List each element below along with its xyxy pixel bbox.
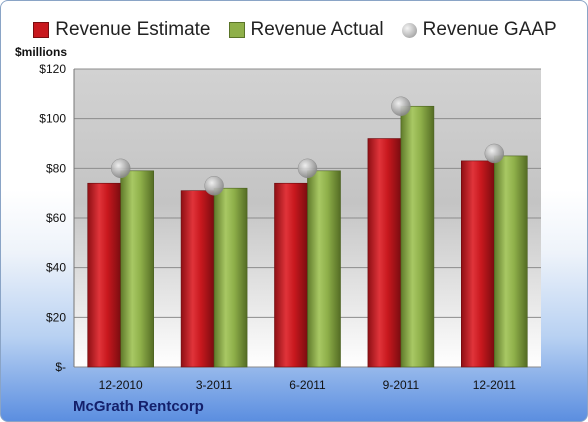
bar-revenue-actual <box>213 187 248 368</box>
bar-revenue-estimate <box>367 138 402 368</box>
point-revenue-gaap <box>484 143 505 164</box>
bar-revenue-estimate <box>180 190 215 368</box>
legend-item-actual: Revenue Actual <box>228 19 384 41</box>
bar-revenue-estimate <box>87 182 121 368</box>
x-tick-label: 12-2011 <box>473 378 516 392</box>
y-unit-label: $millions <box>15 45 68 59</box>
bar-revenue-estimate <box>274 182 308 368</box>
bar-revenue-actual <box>120 170 154 368</box>
y-tick-label: $40 <box>46 261 66 275</box>
x-tick-label: 12-2010 <box>99 378 143 392</box>
bars <box>87 105 528 368</box>
legend-label-actual: Revenue Actual <box>250 19 384 40</box>
legend-swatch-gaap <box>401 22 417 38</box>
y-tick-label: $- <box>55 360 66 374</box>
bar-revenue-estimate <box>460 160 495 368</box>
point-revenue-gaap <box>204 175 224 196</box>
bar-revenue-actual <box>307 170 341 368</box>
x-tick-label: 6-2011 <box>289 378 326 392</box>
y-tick-label: $20 <box>46 310 66 324</box>
x-tick-label: 3-2011 <box>196 378 233 392</box>
company-label: McGrath Rentcorp <box>73 398 204 415</box>
legend: Revenue Estimate Revenue Actual Revenue … <box>1 15 587 45</box>
legend-item-estimate: Revenue Estimate <box>33 19 211 41</box>
gaap-points <box>110 96 505 196</box>
bar-revenue-actual <box>493 155 528 368</box>
legend-swatch-estimate <box>33 22 50 38</box>
y-tick-label: $60 <box>46 211 66 225</box>
point-revenue-gaap <box>391 96 411 116</box>
point-revenue-gaap <box>110 158 131 179</box>
legend-item-gaap: Revenue GAAP <box>401 19 557 41</box>
y-tick-label: $120 <box>39 62 66 76</box>
legend-label-gaap: Revenue GAAP <box>422 19 557 40</box>
y-tick-label: $100 <box>39 112 66 126</box>
x-axis-ticks: 12-2010 3-2011 6-2011 9-2011 12-2011 <box>99 378 517 392</box>
point-revenue-gaap <box>297 158 318 179</box>
legend-label-estimate: Revenue Estimate <box>55 19 211 40</box>
bar-revenue-actual <box>400 105 435 368</box>
y-axis-ticks: $- $20 $40 $60 $80 $100 $120 <box>39 62 66 374</box>
y-tick-label: $80 <box>46 161 66 175</box>
x-tick-label: 9-2011 <box>383 378 420 392</box>
legend-swatch-actual <box>228 22 245 38</box>
